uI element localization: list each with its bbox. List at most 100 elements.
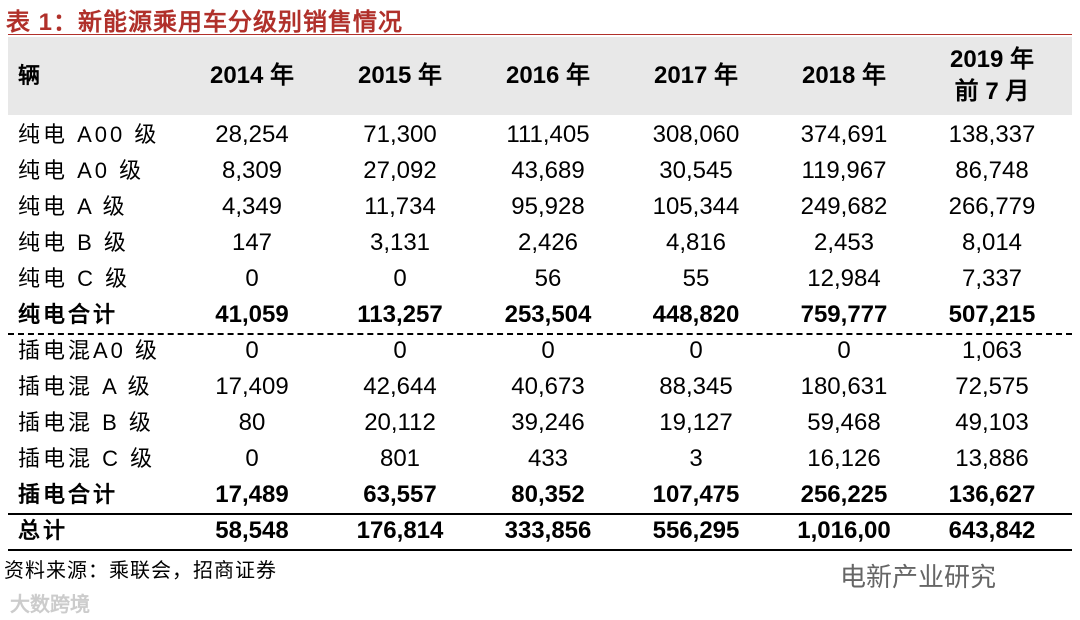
value-cell: 8,014 xyxy=(961,229,1023,256)
row-label: 插电合计 xyxy=(18,482,119,507)
value-cell: 49,103 xyxy=(955,409,1029,436)
value-cell: 333,856 xyxy=(504,517,592,544)
value-cell: 448,820 xyxy=(652,301,740,328)
row-label: 插电混 A 级 xyxy=(18,374,153,399)
value-cell: 11,734 xyxy=(364,193,436,220)
value-cell: 27,092 xyxy=(363,157,437,184)
row-label: 插电混 C 级 xyxy=(18,446,156,471)
header-cell: 辆 xyxy=(18,63,44,88)
value-cell: 119,967 xyxy=(801,157,887,184)
value-cell: 801 xyxy=(379,445,421,472)
value-cell: 2,426 xyxy=(517,229,579,256)
value-cell: 80 xyxy=(238,409,266,436)
header-cell: 2015 年 xyxy=(357,62,443,89)
row-label: 纯电合计 xyxy=(18,302,119,327)
header-cell: 2017 年 xyxy=(653,62,739,89)
value-cell: 111,405 xyxy=(506,121,590,148)
value-cell: 95,928 xyxy=(511,193,585,220)
watermark: 大数跨境 xyxy=(10,594,90,616)
value-cell: 59,468 xyxy=(807,409,881,436)
value-cell: 0 xyxy=(689,337,703,364)
value-cell: 80,352 xyxy=(511,481,585,508)
value-cell: 374,691 xyxy=(800,121,888,148)
table-title: 表 1：新能源乘用车分级别销售情况 xyxy=(6,9,404,36)
value-cell: 16,126 xyxy=(807,445,881,472)
value-cell: 41,059 xyxy=(215,301,289,328)
value-cell: 0 xyxy=(245,445,259,472)
value-cell: 105,344 xyxy=(652,193,740,220)
dashed-rule xyxy=(8,333,1072,335)
value-cell: 58,548 xyxy=(215,517,289,544)
header-cell: 2014 年 xyxy=(209,62,295,89)
value-cell: 72,575 xyxy=(955,373,1029,400)
value-cell: 12,984 xyxy=(807,265,881,292)
value-cell: 86,748 xyxy=(955,157,1029,184)
value-cell: 19,127 xyxy=(659,409,733,436)
row-label: 总计 xyxy=(18,518,69,543)
value-cell: 0 xyxy=(245,265,259,292)
value-cell: 556,295 xyxy=(652,517,740,544)
row-label: 插电混A0 级 xyxy=(18,338,161,363)
value-cell: 3 xyxy=(689,445,703,472)
value-cell: 71,300 xyxy=(363,121,437,148)
row-label: 纯电 A 级 xyxy=(18,194,128,219)
value-cell: 1,063 xyxy=(961,337,1023,364)
value-cell: 13,886 xyxy=(955,445,1029,472)
value-cell: 43,689 xyxy=(511,157,585,184)
value-cell: 643,842 xyxy=(948,517,1036,544)
row-label: 纯电 A00 级 xyxy=(18,122,160,147)
bottom-rule xyxy=(8,549,1072,551)
value-cell: 56 xyxy=(534,265,562,292)
header-cell: 2018 年 xyxy=(801,62,887,89)
value-cell: 8,309 xyxy=(221,157,283,184)
value-cell: 113,257 xyxy=(357,301,443,328)
value-cell: 20,112 xyxy=(364,409,436,436)
value-cell: 1,016,00 xyxy=(797,517,891,544)
value-cell: 256,225 xyxy=(800,481,888,508)
value-cell: 147 xyxy=(231,229,273,256)
value-cell: 4,816 xyxy=(665,229,727,256)
value-cell: 507,215 xyxy=(948,301,1036,328)
value-cell: 7,337 xyxy=(961,265,1023,292)
row-label: 插电混 B 级 xyxy=(18,410,154,435)
value-cell: 0 xyxy=(837,337,851,364)
value-cell: 39,246 xyxy=(511,409,585,436)
value-cell: 433 xyxy=(527,445,569,472)
row-label: 纯电 A0 级 xyxy=(18,158,145,183)
value-cell: 138,337 xyxy=(948,121,1036,148)
value-cell: 28,254 xyxy=(215,121,289,148)
value-cell: 0 xyxy=(541,337,555,364)
section-rule xyxy=(8,513,1072,515)
value-cell: 0 xyxy=(393,337,407,364)
value-cell: 136,627 xyxy=(948,481,1036,508)
value-cell: 176,814 xyxy=(356,517,444,544)
value-cell: 30,545 xyxy=(659,157,733,184)
value-cell: 4,349 xyxy=(221,193,283,220)
value-cell: 0 xyxy=(393,265,407,292)
value-cell: 55 xyxy=(682,265,710,292)
row-label: 纯电 C 级 xyxy=(18,266,131,291)
value-cell: 249,682 xyxy=(800,193,888,220)
value-cell: 17,409 xyxy=(215,373,289,400)
value-cell: 180,631 xyxy=(800,373,888,400)
header-cell: 2019 年 前 7 月 xyxy=(949,46,1035,105)
value-cell: 42,644 xyxy=(363,373,437,400)
value-cell: 2,453 xyxy=(813,229,875,256)
value-cell: 0 xyxy=(245,337,259,364)
value-cell: 3,131 xyxy=(369,229,431,256)
row-label: 纯电 B 级 xyxy=(18,230,129,255)
value-cell: 88,345 xyxy=(659,373,733,400)
value-cell: 759,777 xyxy=(800,301,888,328)
value-cell: 266,779 xyxy=(948,193,1036,220)
value-cell: 17,489 xyxy=(215,481,289,508)
header-cell: 2016 年 xyxy=(505,62,591,89)
value-cell: 63,557 xyxy=(363,481,437,508)
value-cell: 107,475 xyxy=(652,481,740,508)
header-background xyxy=(8,37,1072,115)
watermark: 电新产业研究 xyxy=(840,562,997,592)
top-rule xyxy=(8,34,1072,35)
value-cell: 308,060 xyxy=(652,121,740,148)
value-cell: 253,504 xyxy=(504,301,592,328)
value-cell: 40,673 xyxy=(511,373,585,400)
